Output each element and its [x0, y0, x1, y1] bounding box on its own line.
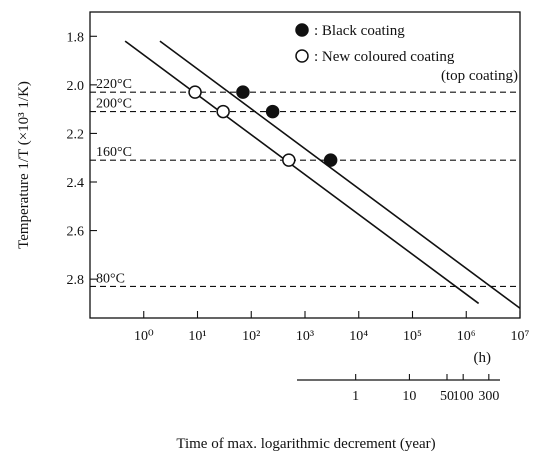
x-tick-label: 10⁴	[349, 329, 368, 344]
x-tick-label: 10⁶	[457, 329, 476, 344]
coloured-coating-point	[282, 153, 296, 167]
black-coating-point	[265, 104, 280, 119]
temperature-label: 160°C	[96, 145, 132, 160]
legend-entry-sublabel: (top coating)	[441, 68, 518, 84]
y-tick-label: 2.2	[67, 127, 85, 142]
legend-open-marker	[295, 49, 309, 63]
black-coating-point	[323, 153, 338, 167]
year-tick-label: 300	[478, 389, 499, 404]
legend-black-marker	[295, 23, 309, 37]
coloured-coating-point	[188, 85, 202, 99]
temperature-label: 80°C	[96, 271, 125, 286]
temperature-label: 220°C	[96, 77, 132, 92]
reference-lines: 220°C 200°C 160°C 80°C	[90, 77, 520, 287]
year-tick-label: 100	[453, 389, 474, 404]
series-line	[159, 40, 521, 309]
legend: : Black coating : New coloured coating (to…	[295, 23, 518, 84]
y-tick-label: 1.8	[67, 30, 85, 45]
coloured-coating-point	[216, 104, 230, 119]
legend-entry-label: : New coloured coating	[314, 49, 455, 65]
series-line	[124, 40, 480, 305]
x-tick-label: 10¹	[188, 329, 206, 344]
x-axis-unit-label: (h)	[474, 350, 492, 366]
y-axis-label: Temperature 1/T (×10³ 1/K)	[16, 81, 32, 249]
x-tick-label: 10⁷	[511, 329, 530, 344]
year-tick-label: 10	[402, 389, 416, 404]
y-tick-label: 2.6	[67, 225, 85, 240]
x-tick-label: 10⁵	[403, 329, 422, 344]
x-tick-label: 10²	[242, 329, 260, 344]
x-axis-year-label: Time of max. logarithmic decrement (year…	[176, 436, 435, 452]
year-tick-label: 1	[352, 389, 359, 404]
y-tick-label: 2.0	[67, 79, 85, 94]
temperature-label: 200°C	[96, 97, 132, 112]
data-markers	[188, 85, 338, 167]
x-tick-label: 10⁰	[134, 329, 154, 344]
x-tick-label: 10³	[296, 329, 314, 344]
legend-entry-label: : Black coating	[314, 23, 405, 39]
axis-ticks: 1.8 2.0 2.2 2.4 2.6 2.8 10⁰ 10¹ 10² 10³ 10⁴ 10⁵ 10⁶ 1…	[67, 30, 530, 344]
y-tick-label: 2.4	[67, 176, 85, 191]
black-coating-point	[236, 85, 250, 99]
year-tick-label: 50	[440, 389, 454, 404]
series-lines	[124, 40, 521, 309]
y-tick-label: 2.8	[67, 273, 85, 288]
